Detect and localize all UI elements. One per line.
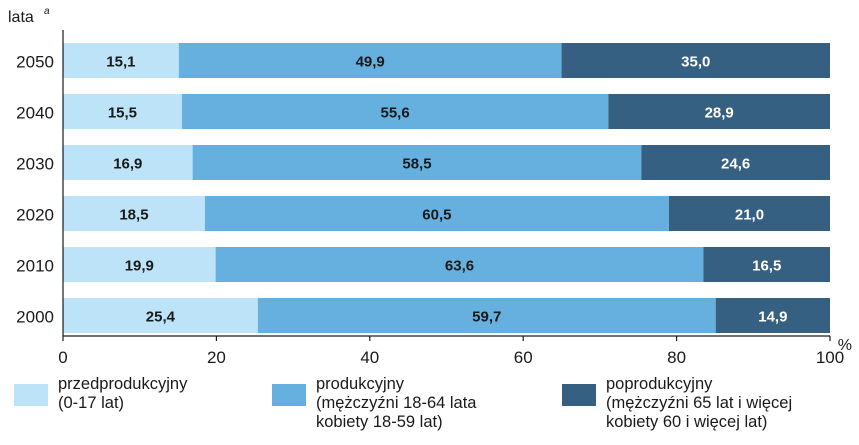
bar-segment — [63, 94, 182, 129]
legend-sublabel: kobiety 18-59 lat) — [316, 413, 443, 431]
legend-swatch-produkcyjny — [272, 384, 306, 406]
legend-swatch-przedprodukcyjny — [14, 384, 48, 406]
category-label: 2030 — [16, 155, 54, 174]
x-tick-label: 40 — [360, 348, 379, 367]
bar-segment — [63, 247, 216, 282]
data-label: 55,6 — [381, 105, 410, 122]
category-label: 2010 — [16, 257, 54, 276]
data-label: 35,0 — [681, 54, 710, 71]
data-label: 28,9 — [705, 105, 734, 122]
data-label: 49,9 — [356, 54, 385, 71]
bar-segment — [63, 43, 179, 78]
data-label: 14,9 — [758, 309, 787, 326]
legend-label: przedprodukcyjny — [58, 375, 188, 393]
data-label: 21,0 — [735, 207, 764, 224]
data-label: 19,9 — [125, 258, 154, 275]
legend-label: produkcyjny — [316, 375, 405, 393]
data-label: 15,1 — [106, 54, 135, 71]
bar-segment — [63, 145, 193, 180]
bar-segment — [204, 196, 669, 231]
category-label: 2040 — [16, 104, 54, 123]
category-label: 2050 — [16, 53, 54, 72]
legend-label: poprodukcyjny — [606, 375, 713, 393]
x-tick-label: 60 — [514, 348, 533, 367]
bar-segment — [63, 298, 258, 333]
data-label: 18,5 — [119, 207, 148, 224]
data-label: 58,5 — [402, 156, 431, 173]
bar-segment — [703, 247, 830, 282]
x-tick-label: 100 — [816, 348, 844, 367]
data-label: 63,6 — [445, 258, 474, 275]
x-axis-unit: % — [838, 337, 852, 354]
y-axis-label-note: a — [44, 6, 50, 17]
bar-segment — [608, 94, 830, 129]
bar-segment — [668, 196, 830, 231]
data-label: 24,6 — [721, 156, 750, 173]
category-label: 2000 — [16, 308, 54, 327]
bar-segment — [63, 196, 205, 231]
bar-segment — [715, 298, 830, 333]
data-label: 60,5 — [422, 207, 451, 224]
legend-sublabel: kobiety 60 i więcej lat) — [606, 413, 768, 431]
x-tick-label: 20 — [207, 348, 226, 367]
y-axis-label: lata — [8, 9, 34, 26]
bar-segment — [257, 298, 716, 333]
data-label: 15,5 — [108, 105, 137, 122]
data-label: 16,5 — [752, 258, 781, 275]
legend-sublabel: (mężczyźni 18-64 lata — [316, 394, 477, 412]
x-tick-label: 80 — [667, 348, 686, 367]
x-tick-label: 0 — [58, 348, 67, 367]
bar-segment — [178, 43, 562, 78]
bar-segment — [561, 43, 830, 78]
legend-sublabel: (0-17 lat) — [58, 394, 125, 412]
legend-swatch-poprodukcyjny — [562, 384, 596, 406]
legend-sublabel: (mężczyźni 65 lat i więcej — [606, 394, 793, 412]
data-label: 16,9 — [113, 156, 142, 173]
data-label: 59,7 — [472, 309, 501, 326]
bar-segment — [192, 145, 642, 180]
bar-segment — [181, 94, 609, 129]
bar-segment — [641, 145, 830, 180]
category-label: 2020 — [16, 206, 54, 225]
data-label: 25,4 — [146, 309, 176, 326]
bar-segment — [215, 247, 704, 282]
